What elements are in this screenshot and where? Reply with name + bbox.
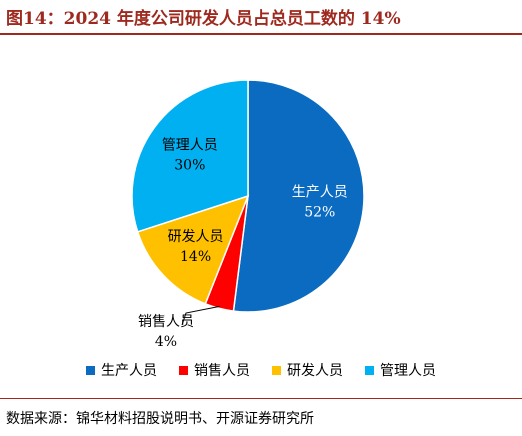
legend-label: 销售人员 bbox=[194, 363, 250, 379]
leader-line bbox=[181, 305, 220, 326]
legend-item: 销售人员 bbox=[179, 360, 250, 380]
legend-swatch bbox=[179, 365, 188, 375]
legend-label: 研发人员 bbox=[287, 363, 343, 379]
slice-name-label: 销售人员 bbox=[138, 314, 194, 330]
chart-title: 图14：2024 年度公司研发人员占总员工数的 14% bbox=[6, 9, 401, 29]
legend: 生产人员 销售人员 研发人员 管理人员 bbox=[0, 360, 522, 380]
legend-swatch bbox=[365, 365, 374, 375]
pie-slice bbox=[131, 79, 249, 233]
slice-value-label: 30% bbox=[174, 158, 205, 174]
slice-value-label: 52% bbox=[304, 205, 335, 221]
legend-label: 生产人员 bbox=[101, 363, 157, 379]
slice-name-label: 研发人员 bbox=[168, 229, 224, 245]
slice-value-label: 14% bbox=[180, 249, 211, 265]
pie-slice bbox=[232, 79, 365, 313]
title-rule bbox=[0, 33, 522, 35]
source-rule bbox=[0, 398, 522, 399]
slice-name-label: 管理人员 bbox=[162, 138, 218, 154]
source-note: 数据来源：锦华材料招股说明书、开源证券研究所 bbox=[6, 411, 314, 427]
slice-value-label: 4% bbox=[155, 334, 177, 350]
legend-label: 管理人员 bbox=[380, 363, 436, 379]
legend-item: 生产人员 bbox=[86, 360, 157, 380]
legend-swatch bbox=[272, 365, 281, 375]
legend-swatch bbox=[86, 365, 95, 375]
slice-name-label: 生产人员 bbox=[292, 185, 348, 201]
legend-item: 管理人员 bbox=[365, 360, 436, 380]
legend-item: 研发人员 bbox=[272, 360, 343, 380]
